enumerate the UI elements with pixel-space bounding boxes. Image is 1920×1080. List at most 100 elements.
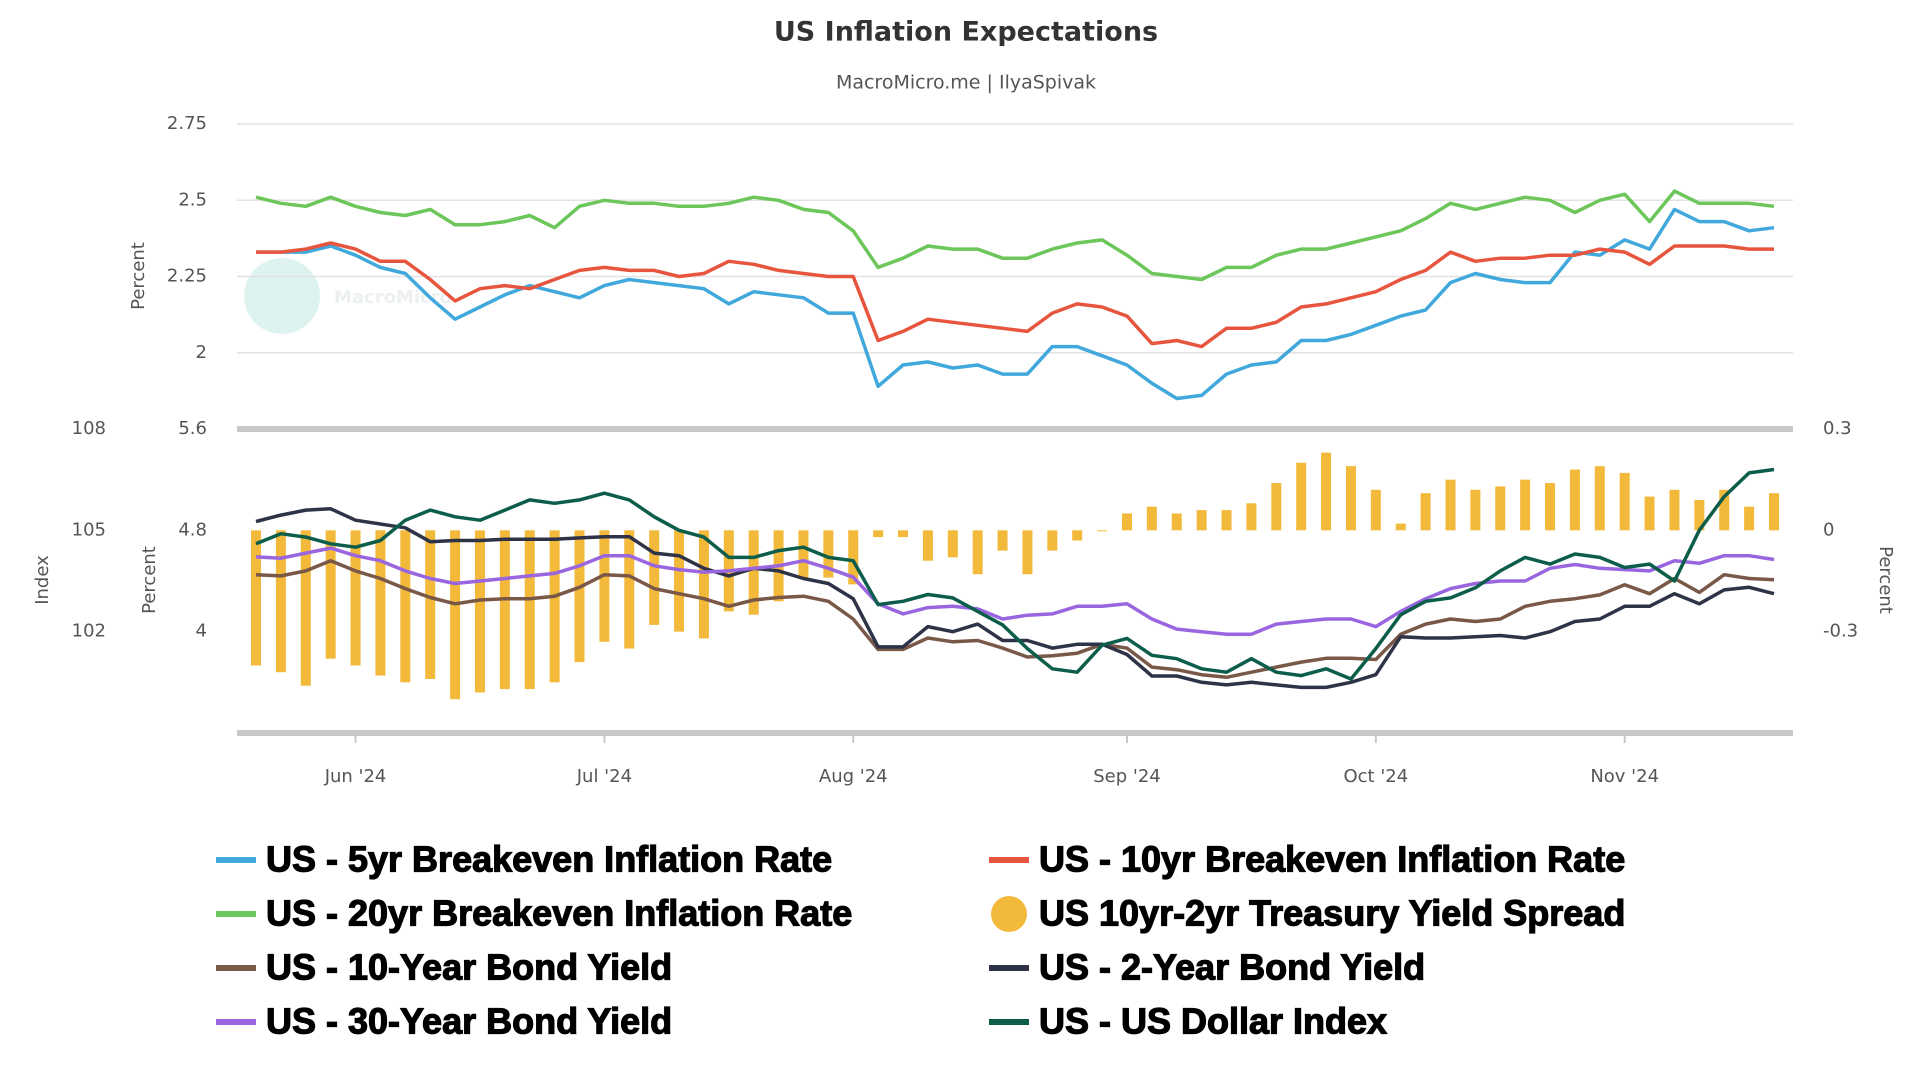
bar xyxy=(400,530,411,683)
bar xyxy=(425,530,436,679)
bar xyxy=(1246,503,1257,531)
bar xyxy=(1545,483,1556,531)
x-tick-label: Oct '24 xyxy=(1343,766,1408,787)
y-tick-label: 2.75 xyxy=(167,113,207,134)
data-line xyxy=(256,241,1774,349)
bar xyxy=(1271,483,1282,531)
data-line xyxy=(255,558,1775,680)
bar xyxy=(1669,489,1680,531)
y3-axis-title: Index xyxy=(32,555,53,605)
y-tick-label: 2.5 xyxy=(178,189,207,210)
bar xyxy=(350,530,361,666)
bar xyxy=(1121,513,1132,531)
bar xyxy=(1395,523,1406,531)
bar xyxy=(599,530,610,642)
legend-marker xyxy=(991,896,1027,932)
legend-label: US - 10yr Breakeven Inflation Rate xyxy=(1039,839,1625,880)
bar xyxy=(997,530,1008,551)
bar xyxy=(798,530,809,578)
bar xyxy=(275,530,286,673)
bar xyxy=(1370,489,1381,531)
x-tick-label: Jul '24 xyxy=(576,766,632,787)
bar xyxy=(1594,466,1605,531)
x-tick-label: Sep '24 xyxy=(1093,766,1161,787)
y-tick-label: 4.8 xyxy=(178,519,207,540)
bar xyxy=(1569,469,1580,531)
data-line xyxy=(255,546,1775,636)
bar xyxy=(549,530,560,683)
bar xyxy=(375,530,386,676)
bar xyxy=(947,530,958,558)
chart-title: US Inflation Expectations xyxy=(774,17,1158,48)
y2-tick-label: 0.3 xyxy=(1823,418,1852,439)
bar xyxy=(1744,506,1755,531)
bar xyxy=(922,530,933,561)
bar xyxy=(1047,530,1058,551)
bar xyxy=(1694,499,1705,531)
y2-axis-title: Percent xyxy=(1875,546,1896,614)
bar xyxy=(972,530,983,575)
legend-label: US - 30-Year Bond Yield xyxy=(266,1001,672,1042)
bar xyxy=(1719,489,1730,531)
y-tick-label: 5.6 xyxy=(178,418,207,439)
legend-label: US - 5yr Breakeven Inflation Rate xyxy=(266,839,832,880)
bar xyxy=(649,530,660,625)
x-tick-label: Nov '24 xyxy=(1590,766,1659,787)
bar xyxy=(1196,510,1207,531)
data-line xyxy=(255,467,1775,681)
bar xyxy=(674,530,685,632)
legend-label: US - US Dollar Index xyxy=(1039,1001,1387,1042)
bar xyxy=(1445,479,1456,531)
y3-tick-label: 108 xyxy=(72,418,106,439)
y-tick-label: 2.25 xyxy=(167,266,207,287)
bar xyxy=(898,530,909,538)
x-axis-line xyxy=(237,730,1793,736)
bar xyxy=(1296,462,1307,531)
watermark-group: MacroMicro xyxy=(244,258,452,334)
bar xyxy=(474,530,485,693)
bar xyxy=(499,530,510,690)
bar xyxy=(1470,489,1481,531)
y3-tick-label: 102 xyxy=(72,621,106,642)
bar xyxy=(1146,506,1157,531)
y-axis-title: Percent xyxy=(128,242,149,310)
legend-label: US 10yr-2yr Treasury Yield Spread xyxy=(1039,893,1625,934)
bar xyxy=(1022,530,1033,575)
bar xyxy=(1097,530,1108,532)
legend-label: US - 2-Year Bond Yield xyxy=(1039,947,1425,988)
y-tick-label: 2 xyxy=(196,342,207,363)
bar xyxy=(1221,510,1232,531)
bar xyxy=(1171,513,1182,531)
watermark-logo xyxy=(244,258,320,334)
x-tick-label: Jun '24 xyxy=(324,766,387,787)
y2-tick-label: 0 xyxy=(1823,519,1834,540)
legend-label: US - 10-Year Bond Yield xyxy=(266,947,672,988)
bar xyxy=(748,530,759,615)
bar xyxy=(251,530,261,666)
bar xyxy=(873,530,884,538)
bar xyxy=(1072,530,1083,541)
bar xyxy=(1345,466,1356,531)
data-line xyxy=(256,207,1775,401)
bar xyxy=(524,530,535,690)
data-line xyxy=(255,507,1775,690)
bar xyxy=(624,530,635,649)
y-axis-title: Percent xyxy=(139,546,160,614)
panel-separator xyxy=(237,426,1793,432)
y-tick-label: 4 xyxy=(196,621,207,642)
bar xyxy=(1769,493,1779,531)
bar xyxy=(1420,493,1431,531)
y2-tick-label: -0.3 xyxy=(1823,621,1858,642)
bar xyxy=(1321,452,1332,531)
bar xyxy=(1644,496,1655,531)
legend-label: US - 20yr Breakeven Inflation Rate xyxy=(266,893,852,934)
bar xyxy=(300,530,311,686)
chart-subtitle: MacroMicro.me | IlyaSpivak xyxy=(836,72,1096,94)
bar xyxy=(823,530,834,578)
x-tick-label: Aug '24 xyxy=(819,766,888,787)
watermark: MacroMicro xyxy=(334,287,452,308)
bar xyxy=(1619,472,1630,531)
data-line xyxy=(255,189,1775,282)
bar xyxy=(698,530,709,639)
